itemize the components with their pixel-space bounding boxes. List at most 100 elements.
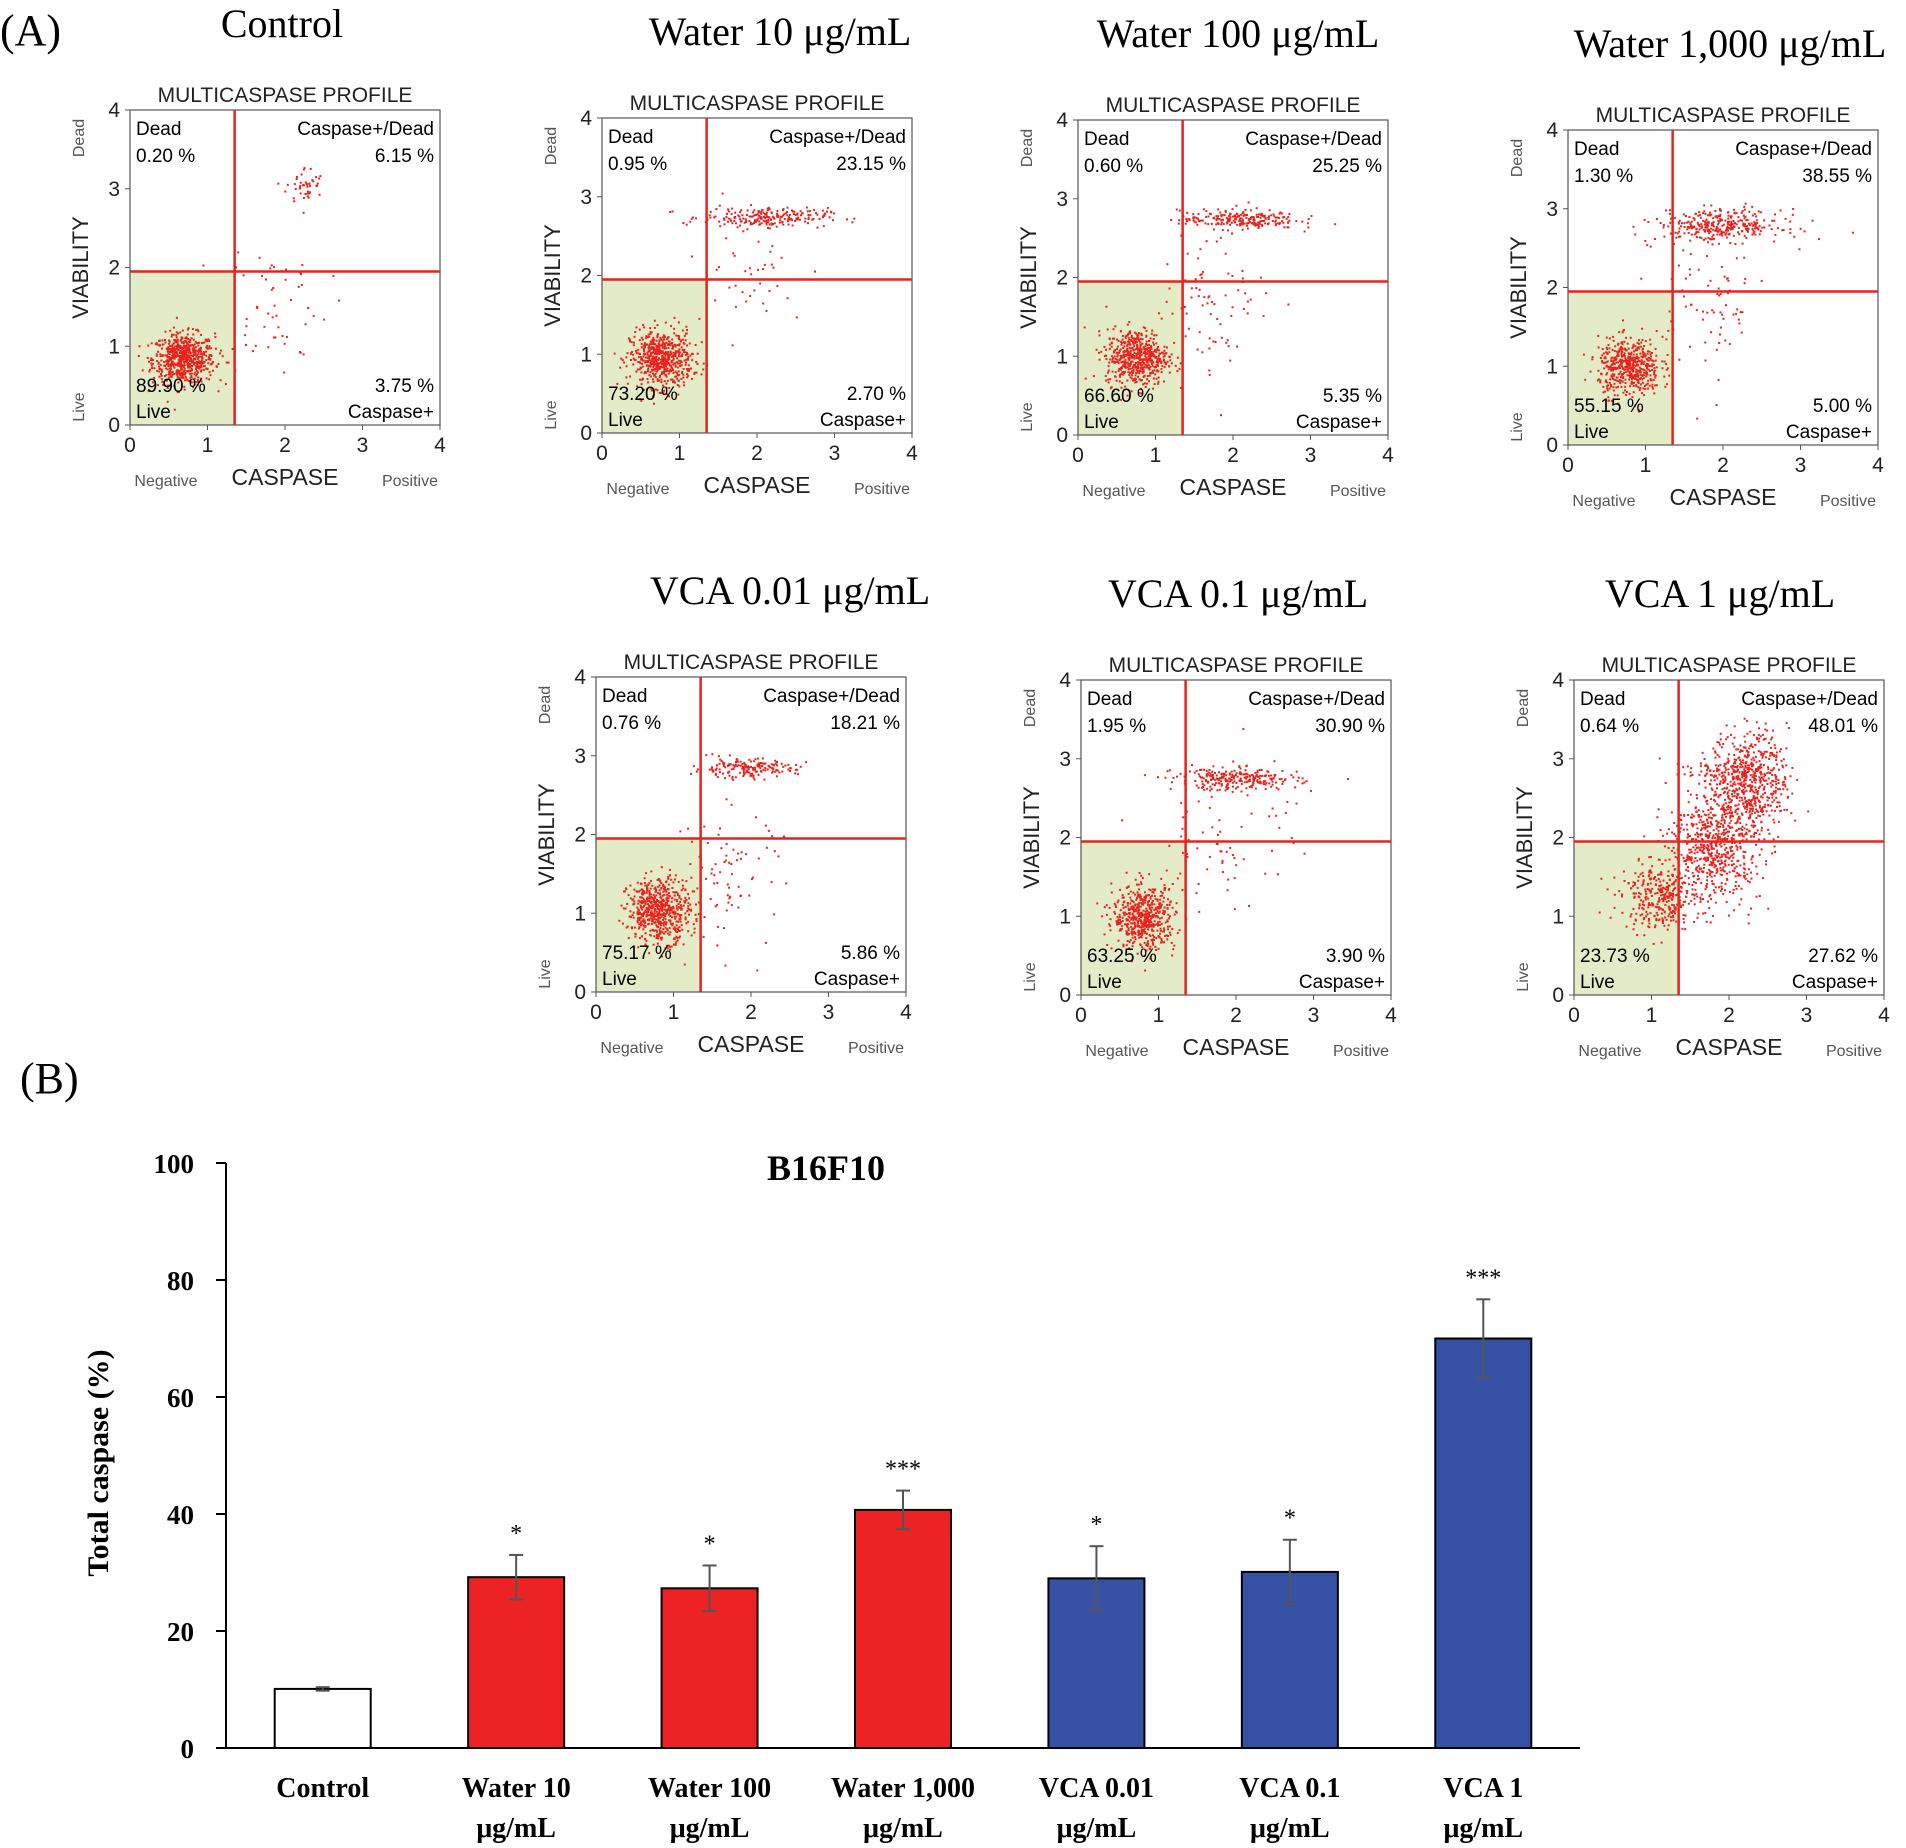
data-point bbox=[206, 367, 209, 370]
data-point bbox=[662, 392, 665, 395]
data-point bbox=[1145, 926, 1148, 928]
data-point bbox=[1214, 341, 1217, 344]
data-point bbox=[1133, 940, 1136, 943]
data-point bbox=[1154, 914, 1157, 917]
data-point bbox=[168, 342, 170, 345]
data-point bbox=[659, 932, 662, 935]
data-point bbox=[1138, 372, 1141, 375]
data-point bbox=[765, 215, 768, 218]
data-point bbox=[679, 901, 682, 903]
data-point bbox=[1136, 905, 1139, 908]
data-point bbox=[1136, 923, 1139, 926]
data-point bbox=[1118, 921, 1121, 924]
data-point bbox=[1155, 361, 1158, 364]
data-point bbox=[664, 374, 667, 376]
data-point bbox=[1145, 329, 1148, 332]
data-point bbox=[644, 932, 647, 935]
data-point bbox=[1165, 300, 1168, 303]
data-point bbox=[733, 220, 736, 222]
data-point bbox=[1158, 358, 1161, 361]
data-point bbox=[1134, 381, 1137, 384]
data-point bbox=[755, 213, 757, 216]
data-point bbox=[762, 768, 765, 771]
data-point bbox=[1619, 382, 1622, 385]
data-point bbox=[185, 337, 188, 340]
data-point bbox=[1150, 352, 1153, 355]
data-point bbox=[1201, 219, 1204, 222]
data-point bbox=[1224, 211, 1227, 214]
data-point bbox=[1639, 383, 1642, 386]
data-point bbox=[1724, 339, 1727, 342]
plot-title: MULTICASPASE PROFILE bbox=[158, 84, 413, 107]
data-point bbox=[1143, 896, 1146, 899]
data-point bbox=[1131, 372, 1134, 374]
data-point bbox=[1144, 901, 1147, 904]
data-point bbox=[811, 218, 814, 221]
data-point bbox=[1690, 225, 1693, 228]
data-point bbox=[1239, 217, 1242, 220]
data-point bbox=[1226, 221, 1229, 224]
data-point bbox=[205, 346, 208, 349]
data-point bbox=[800, 214, 802, 217]
data-point bbox=[772, 266, 775, 269]
data-point bbox=[206, 344, 209, 347]
data-point bbox=[1725, 304, 1727, 307]
data-point bbox=[647, 914, 650, 917]
data-point bbox=[1640, 359, 1643, 362]
data-point bbox=[1196, 217, 1199, 220]
data-point bbox=[814, 270, 816, 273]
data-point bbox=[1610, 384, 1612, 386]
data-point bbox=[1112, 351, 1115, 354]
data-point bbox=[655, 937, 658, 939]
data-point bbox=[1221, 214, 1224, 217]
data-point bbox=[653, 352, 656, 355]
data-point bbox=[1668, 212, 1671, 215]
data-point bbox=[1113, 910, 1116, 913]
quadrant-dead-percent: 0.20 % bbox=[136, 146, 195, 167]
data-point bbox=[197, 348, 200, 351]
data-point bbox=[657, 920, 660, 923]
data-point bbox=[686, 910, 689, 913]
data-point bbox=[1605, 336, 1608, 339]
data-point bbox=[184, 379, 186, 382]
data-point bbox=[1717, 219, 1720, 222]
data-point bbox=[739, 764, 742, 767]
data-point bbox=[822, 216, 824, 219]
data-point bbox=[1119, 888, 1122, 891]
data-point bbox=[1621, 343, 1624, 346]
data-point bbox=[666, 369, 669, 372]
data-point bbox=[1159, 932, 1161, 935]
data-point bbox=[1235, 218, 1238, 221]
data-point bbox=[1133, 357, 1136, 360]
data-point bbox=[1637, 356, 1640, 359]
data-point bbox=[660, 909, 663, 912]
y-tick-label: 4 bbox=[108, 99, 120, 122]
data-point bbox=[1621, 331, 1624, 334]
data-point bbox=[1103, 355, 1106, 357]
data-point bbox=[1617, 342, 1620, 345]
data-point bbox=[181, 353, 184, 356]
data-point bbox=[1744, 223, 1746, 226]
data-point bbox=[1147, 904, 1150, 907]
data-point bbox=[179, 356, 182, 359]
data-point bbox=[1334, 223, 1337, 226]
data-point bbox=[155, 354, 158, 357]
data-point bbox=[180, 373, 183, 376]
data-points bbox=[613, 192, 856, 405]
data-point bbox=[1145, 340, 1148, 343]
data-point bbox=[1799, 227, 1802, 230]
data-point bbox=[729, 895, 731, 898]
data-point bbox=[1635, 368, 1638, 371]
data-point bbox=[675, 924, 678, 927]
data-point bbox=[1615, 361, 1618, 364]
data-point bbox=[1615, 376, 1618, 379]
data-point bbox=[1631, 356, 1634, 359]
data-point bbox=[1635, 353, 1638, 356]
data-point bbox=[776, 769, 779, 772]
data-point bbox=[1205, 210, 1208, 213]
data-point bbox=[1212, 340, 1215, 343]
data-point bbox=[674, 943, 677, 946]
data-point bbox=[1730, 227, 1733, 230]
data-point bbox=[770, 763, 773, 766]
